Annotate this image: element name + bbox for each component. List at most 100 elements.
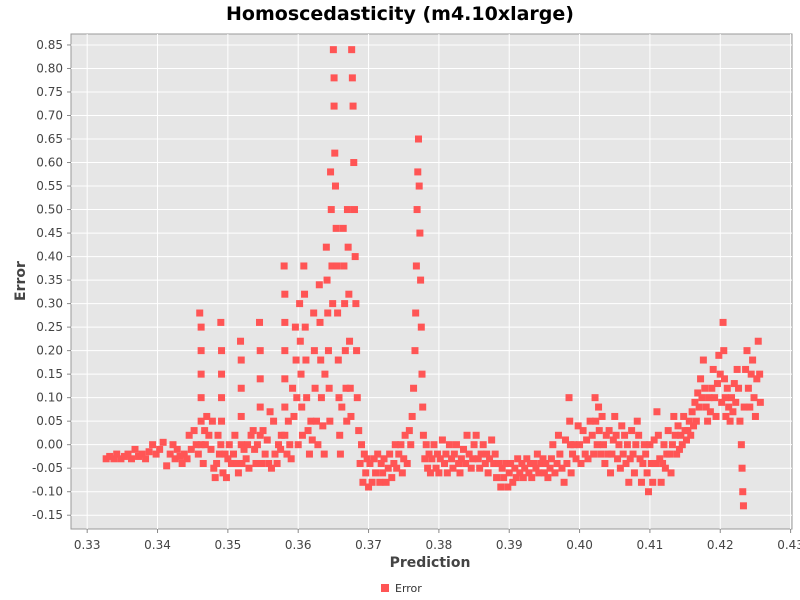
data-point [256, 347, 264, 355]
data-point [730, 380, 738, 388]
data-point [419, 403, 427, 411]
data-point [554, 431, 562, 439]
data-point [671, 431, 679, 439]
data-point [565, 394, 573, 402]
data-point [629, 450, 637, 458]
data-point [400, 455, 408, 463]
data-point [639, 459, 647, 467]
x-tick-label: 0.39 [496, 538, 523, 552]
y-tick-label: 0.60 [36, 156, 63, 170]
data-point [176, 452, 184, 460]
data-point [547, 455, 555, 463]
data-point [463, 431, 471, 439]
y-tick-label: 0.65 [36, 132, 63, 146]
data-point [505, 469, 513, 477]
data-point [256, 375, 264, 383]
data-point [359, 478, 367, 486]
data-point [219, 469, 227, 477]
data-point [273, 459, 281, 467]
data-point [699, 356, 707, 364]
data-point [301, 323, 309, 331]
data-point [329, 46, 337, 54]
data-point [325, 384, 333, 392]
data-point [263, 436, 271, 444]
data-point [511, 464, 519, 472]
data-point [595, 427, 603, 435]
data-point [322, 243, 330, 251]
data-point [497, 483, 505, 491]
data-point [460, 445, 468, 453]
data-point [566, 417, 574, 425]
data-point [169, 441, 177, 449]
data-point [289, 384, 297, 392]
data-point [347, 412, 355, 420]
data-point [339, 224, 347, 232]
y-tick-label: -0.05 [32, 461, 63, 475]
data-point [643, 469, 651, 477]
data-point [320, 450, 328, 458]
data-point [365, 483, 373, 491]
data-point [110, 455, 118, 463]
data-point [395, 450, 403, 458]
gridlines [71, 34, 792, 529]
data-point [537, 459, 545, 467]
data-point [281, 375, 289, 383]
data-point [388, 474, 396, 482]
data-point [488, 436, 496, 444]
data-point [632, 441, 640, 449]
data-point [135, 452, 143, 460]
data-point [733, 365, 741, 373]
data-point [348, 74, 356, 82]
data-point [493, 474, 501, 482]
data-point [595, 403, 603, 411]
data-point [317, 394, 325, 402]
data-point [756, 398, 764, 406]
data-point [197, 394, 205, 402]
data-point [719, 318, 727, 326]
data-point [271, 450, 279, 458]
data-point [113, 450, 121, 458]
data-point [556, 450, 564, 458]
data-point [194, 450, 202, 458]
data-point [106, 452, 114, 460]
data-point [283, 450, 291, 458]
data-point [258, 459, 266, 467]
data-point [415, 182, 423, 190]
data-point [281, 318, 289, 326]
data-point [685, 417, 693, 425]
data-point [549, 441, 557, 449]
data-point [712, 412, 720, 420]
data-point [412, 262, 420, 270]
data-point [145, 448, 153, 456]
data-point [660, 441, 668, 449]
data-point [577, 459, 585, 467]
data-point [701, 384, 709, 392]
data-point [327, 206, 335, 214]
data-point [341, 300, 349, 308]
data-point [688, 408, 696, 416]
data-point [374, 450, 382, 458]
x-tick-label: 0.36 [285, 538, 312, 552]
data-point [512, 474, 520, 482]
data-point [331, 182, 339, 190]
data-point [376, 478, 384, 486]
y-tick-label: 0.25 [36, 320, 63, 334]
legend: Error [381, 582, 422, 595]
data-point [312, 417, 320, 425]
data-point [131, 445, 139, 453]
data-point [636, 455, 644, 463]
data-point [329, 300, 337, 308]
data-point [583, 436, 591, 444]
data-point [743, 347, 751, 355]
y-tick-label: 0.50 [36, 203, 63, 217]
data-point [740, 403, 748, 411]
data-point [346, 337, 354, 345]
data-point [377, 459, 385, 467]
data-point [630, 469, 638, 477]
data-point [240, 445, 248, 453]
data-point [173, 445, 181, 453]
data-point [502, 459, 510, 467]
data-point [187, 445, 195, 453]
data-point [307, 417, 315, 425]
data-point [588, 431, 596, 439]
